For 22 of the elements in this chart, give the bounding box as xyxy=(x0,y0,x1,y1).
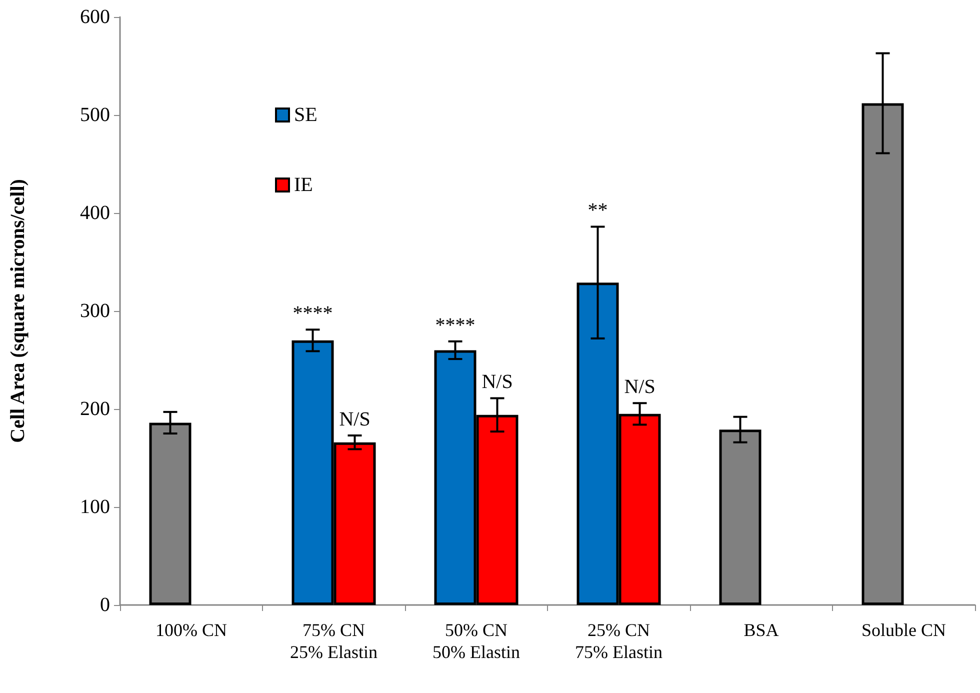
annotation: **** xyxy=(435,314,476,336)
x-tick-label: 25% CN 75% Elastin xyxy=(575,620,662,662)
annotation: N/S xyxy=(624,376,656,398)
legend-label: SE xyxy=(294,104,318,126)
y-tick-label: 100 xyxy=(80,496,110,518)
annotation: **** xyxy=(292,302,333,325)
y-tick-label: 400 xyxy=(80,202,110,224)
x-tick-label: 100% CN xyxy=(156,620,227,640)
y-tick-label: 300 xyxy=(80,300,110,322)
x-tick-label: Soluble CN xyxy=(861,620,946,640)
annotation: N/S xyxy=(339,408,370,430)
y-tick-label: 500 xyxy=(80,104,110,126)
y-tick-label: 200 xyxy=(80,398,110,420)
annotation: N/S xyxy=(482,371,513,394)
y-tick-label: 0 xyxy=(100,594,110,616)
annotation: ** xyxy=(588,200,608,222)
x-tick-label: 50% CN 50% Elastin xyxy=(432,620,520,662)
legend-label: IE xyxy=(294,174,313,196)
y-tick-label: 600 xyxy=(80,6,110,28)
x-tick-label: 75% CN 25% Elastin xyxy=(290,620,378,662)
y-axis-title: Cell Area (square microns/cell) xyxy=(7,179,29,443)
x-tick-label: BSA xyxy=(744,620,779,640)
